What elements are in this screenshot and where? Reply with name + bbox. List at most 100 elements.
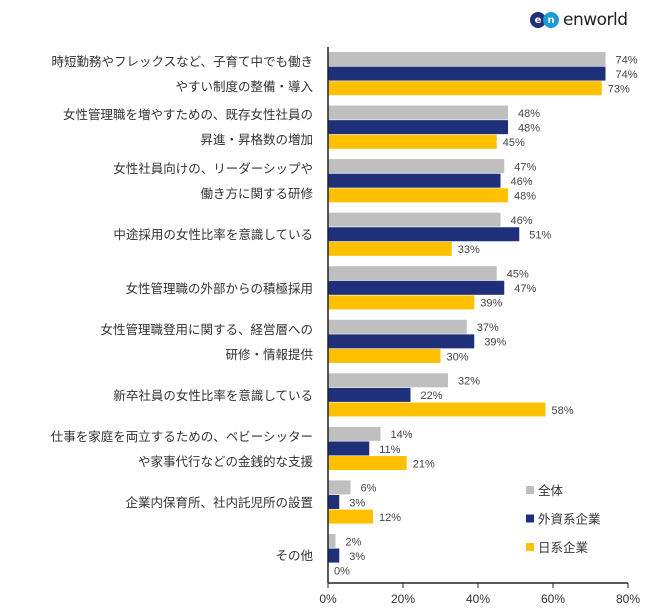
category-label: 女性管理職を増やすための、既存女性社員の昇進・昇格数の増加 — [63, 102, 313, 152]
category-label-line: 中途採用の女性比率を意識している — [113, 227, 313, 243]
legend-label: 日系企業 — [538, 540, 589, 555]
data-label: 3% — [349, 497, 365, 509]
category-label-line: その他 — [275, 548, 313, 564]
logo-mark-e: e — [530, 12, 546, 28]
legend-label: 外資系企業 — [538, 512, 601, 527]
category-label-line: 仕事を家庭を両立するための、ベビーシッター — [50, 428, 313, 444]
category-label-line: 女性管理職を増やすための、既存女性社員の — [62, 107, 313, 123]
bar — [328, 495, 340, 509]
category-label-line: 女性社員向けの、リーダーシップや — [113, 161, 313, 176]
bar — [328, 120, 508, 135]
bar — [328, 66, 606, 81]
category-label-line: 働き方に関する研修 — [200, 186, 313, 201]
bar — [328, 134, 497, 149]
legend-swatch — [526, 543, 534, 551]
category-label-line: 昇進・昇格数の増加 — [200, 132, 313, 148]
legend-swatch — [526, 486, 534, 494]
bar — [328, 105, 508, 120]
bar — [328, 533, 336, 548]
bar — [328, 159, 505, 174]
data-label: 22% — [421, 390, 443, 402]
data-label: 12% — [379, 512, 401, 524]
category-label-line: 企業内保育所、社内託児所の設置 — [125, 494, 313, 510]
legend-swatch — [526, 514, 534, 523]
category-label-line: 女性管理職の外部からの積極採用 — [125, 280, 313, 296]
data-label: 46% — [511, 176, 533, 188]
data-label: 39% — [480, 298, 502, 310]
data-label: 21% — [413, 458, 435, 470]
category-label: 女性社員向けの、リーダーシップや働き方に関する研修 — [113, 156, 313, 206]
bar — [328, 509, 373, 524]
data-label: 32% — [458, 376, 480, 388]
x-tick-label: 20% — [391, 592, 415, 606]
category-label: 女性管理職登用に関する、経営層への研修・情報提供 — [100, 317, 313, 367]
data-label: 58% — [552, 405, 574, 417]
data-label: 51% — [529, 230, 551, 242]
enworld-logo: e n enworld — [530, 10, 628, 30]
category-label: 女性管理職の外部からの積極採用 — [125, 276, 313, 301]
bar — [328, 266, 497, 281]
category-label: 企業内保育所、社内託児所の設置 — [125, 490, 313, 515]
x-tick-label: 0% — [319, 592, 337, 606]
data-label: 37% — [477, 322, 499, 334]
data-label: 6% — [361, 483, 377, 495]
data-label: 47% — [514, 161, 536, 173]
bar — [328, 402, 546, 417]
data-label: 45% — [503, 137, 525, 149]
data-label: 11% — [379, 444, 400, 456]
bar — [328, 295, 475, 310]
data-label: 3% — [349, 551, 365, 563]
bar — [328, 456, 407, 471]
category-label: 中途採用の女性比率を意識している — [113, 222, 313, 247]
data-label: 48% — [518, 122, 540, 134]
bar — [328, 426, 381, 441]
category-label: 仕事を家庭を両立するための、ベビーシッターや家事代行などの金銭的な支援 — [51, 424, 313, 474]
data-label: 48% — [518, 108, 540, 120]
bar — [328, 212, 501, 227]
bar — [328, 373, 448, 388]
data-label: 33% — [458, 244, 480, 256]
bar — [328, 480, 351, 495]
category-label-line: やすい制度の整備・導入 — [175, 78, 313, 94]
category-label-line: 女性管理職登用に関する、経営層への — [100, 321, 313, 337]
data-label: 30% — [447, 351, 469, 363]
bar — [328, 227, 520, 242]
x-tick-label: 80% — [616, 592, 640, 606]
data-label: 47% — [514, 283, 536, 295]
data-label: 2% — [346, 536, 362, 548]
category-label: 時短勤務やフレックスなど、子育て中でも働きやすい制度の整備・導入 — [51, 49, 313, 99]
data-label: 46% — [511, 215, 533, 227]
bar — [328, 173, 501, 188]
bar — [328, 548, 340, 563]
bar — [328, 387, 411, 402]
bar — [328, 52, 606, 66]
bar — [328, 334, 475, 349]
logo-text: enworld — [563, 10, 628, 30]
legend-label: 全体 — [538, 483, 564, 498]
bar — [328, 81, 602, 96]
data-label: 48% — [514, 191, 536, 203]
bar — [328, 241, 452, 256]
data-label: 14% — [391, 429, 413, 441]
data-label: 39% — [484, 337, 506, 349]
category-label-line: や家事代行などの金銭的な支援 — [137, 453, 313, 469]
category-label-line: 研修・情報提供 — [225, 346, 313, 362]
bar — [328, 319, 467, 334]
x-tick-label: 60% — [541, 592, 565, 606]
bar — [328, 348, 441, 363]
data-label: 73% — [608, 84, 630, 96]
data-label: 74% — [616, 54, 638, 66]
data-label: 45% — [507, 269, 529, 281]
category-label: その他 — [275, 543, 313, 568]
category-label: 新卒社員の女性比率を意識している — [113, 383, 313, 408]
bar — [328, 188, 508, 203]
logo-mark-n: n — [543, 12, 559, 28]
x-tick-label: 40% — [466, 592, 490, 606]
bar — [328, 441, 370, 456]
category-label-line: 新卒社員の女性比率を意識している — [113, 387, 313, 403]
data-label: 74% — [616, 69, 638, 81]
category-label-line: 時短勤務やフレックスなど、子育て中でも働き — [51, 53, 313, 69]
data-label: 0% — [334, 565, 350, 577]
